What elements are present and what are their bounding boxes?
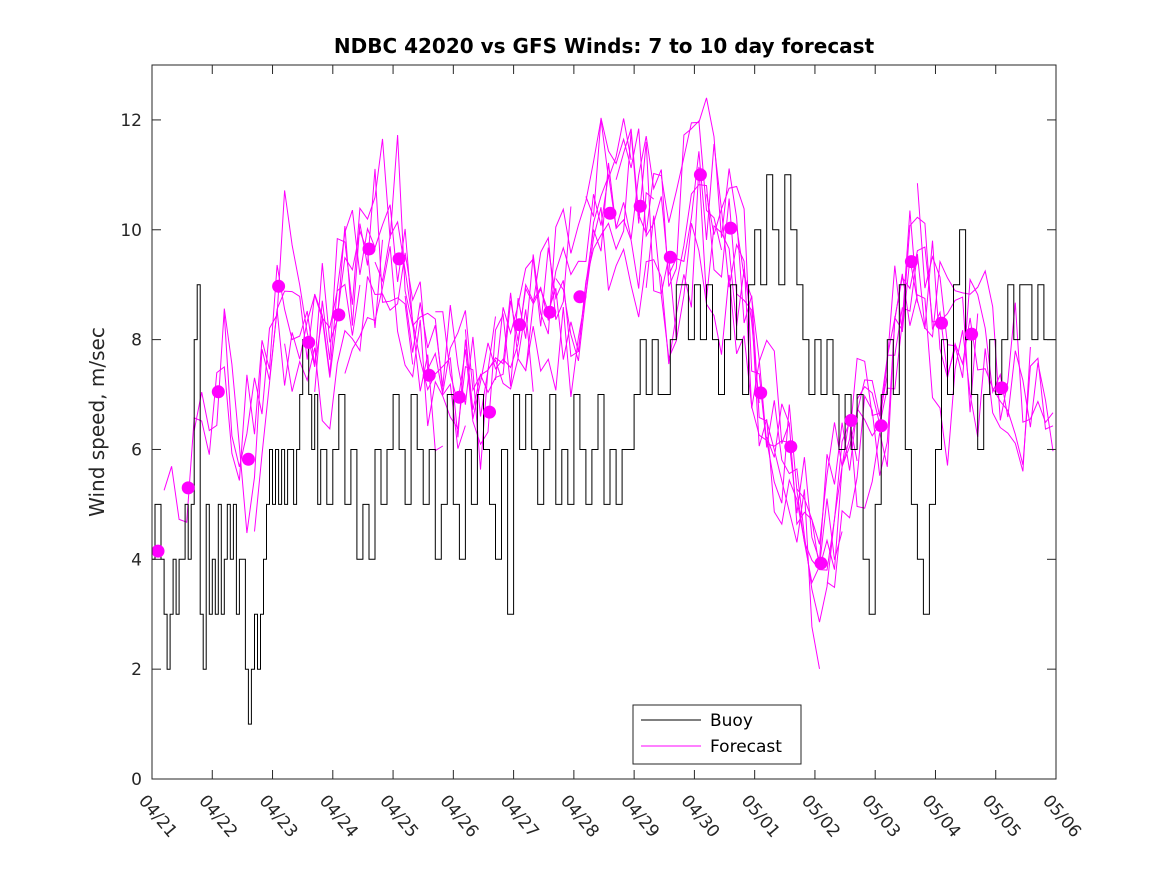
forecast-marker bbox=[844, 413, 858, 427]
forecast-marker bbox=[874, 419, 888, 433]
forecast-run-line bbox=[766, 216, 956, 570]
axes-box bbox=[151, 64, 1057, 780]
forecast-marker bbox=[603, 206, 617, 220]
legend-label-forecast: Forecast bbox=[710, 737, 782, 757]
y-tick-label: 4 bbox=[131, 550, 142, 570]
legend-box bbox=[632, 704, 802, 765]
forecast-run-line bbox=[404, 176, 609, 417]
forecast-marker bbox=[935, 316, 948, 330]
axes bbox=[151, 64, 1057, 780]
forecast-marker bbox=[663, 250, 677, 264]
forecast-marker bbox=[995, 381, 1009, 395]
forecast-run-line bbox=[615, 97, 820, 669]
forecast-marker bbox=[693, 168, 707, 182]
legend-label-buoy: Buoy bbox=[710, 711, 753, 731]
forecast-run-line bbox=[223, 168, 414, 468]
forecast-marker bbox=[151, 544, 165, 558]
forecast-markers bbox=[151, 168, 1009, 570]
forecast-marker bbox=[965, 327, 979, 341]
forecast-marker bbox=[483, 405, 496, 419]
forecast-run-line bbox=[887, 253, 1054, 424]
forecast-run-line bbox=[344, 246, 534, 470]
forecast-run-line bbox=[254, 204, 444, 532]
forecast-run-line bbox=[675, 184, 858, 571]
forecast-marker bbox=[362, 242, 376, 256]
forecast-marker bbox=[272, 279, 286, 293]
forecast-run-line bbox=[374, 206, 572, 438]
y-tick-label: 2 bbox=[131, 660, 142, 680]
forecast-run-line bbox=[826, 273, 1031, 589]
forecast-marker bbox=[904, 255, 918, 269]
forecast-marker bbox=[392, 252, 406, 266]
y-axis-label: Wind speed, m/sec bbox=[85, 327, 109, 517]
forecast-marker bbox=[422, 368, 436, 382]
buoy-line bbox=[152, 174, 1057, 725]
y-tick-label: 10 bbox=[120, 221, 142, 241]
forecast-marker bbox=[724, 221, 738, 235]
forecast-run-line bbox=[916, 183, 1054, 452]
forecast-run-line bbox=[435, 118, 632, 446]
forecast-marker bbox=[814, 556, 828, 570]
y-tick-label: 0 bbox=[131, 770, 142, 790]
y-ticks: 0 2 4 6 8 10 12 bbox=[120, 111, 1056, 790]
forecast-lines bbox=[163, 97, 1054, 669]
chart-title: NDBC 42020 vs GFS Winds: 7 to 10 day for… bbox=[334, 34, 875, 58]
forecast-marker bbox=[543, 305, 557, 319]
y-tick-label: 12 bbox=[120, 111, 142, 131]
forecast-marker bbox=[332, 308, 346, 322]
y-tick-label: 8 bbox=[131, 331, 142, 351]
forecast-run-line bbox=[856, 240, 1054, 466]
forecast-marker bbox=[513, 318, 527, 332]
forecast-marker bbox=[754, 386, 768, 400]
forecast-marker bbox=[241, 452, 255, 466]
y-tick-label: 6 bbox=[131, 440, 142, 460]
forecast-run-line bbox=[284, 252, 466, 449]
buoy-series-line bbox=[152, 174, 1057, 725]
forecast-marker bbox=[452, 390, 466, 404]
forecast-run-line bbox=[525, 119, 722, 371]
forecast-marker bbox=[633, 199, 647, 213]
forecast-marker bbox=[573, 290, 587, 304]
forecast-run-line bbox=[314, 134, 496, 393]
forecast-marker bbox=[784, 440, 798, 454]
legend: Buoy Forecast bbox=[632, 704, 802, 765]
forecast-run-line bbox=[193, 229, 383, 534]
forecast-marker bbox=[302, 335, 316, 349]
forecast-marker bbox=[211, 385, 225, 399]
forecast-marker bbox=[181, 481, 195, 495]
